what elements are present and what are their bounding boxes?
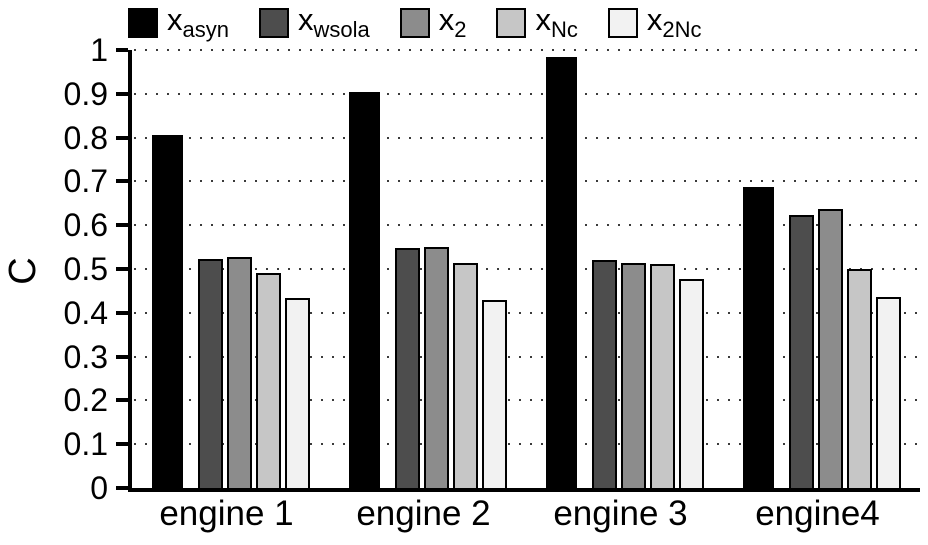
gridline xyxy=(134,49,918,51)
bar-x_Nc xyxy=(649,264,675,488)
y-tick-mark xyxy=(116,354,128,359)
bar-x_2 xyxy=(226,256,252,488)
bar-group-engine-3 xyxy=(526,50,723,488)
gridline xyxy=(134,180,918,183)
bar-group-engine4 xyxy=(723,50,920,488)
legend-swatch-x_2Nc xyxy=(607,8,638,38)
legend-item-x_2: x2 xyxy=(399,2,467,43)
bar-x_wsola xyxy=(591,260,617,488)
bar-x_2 xyxy=(817,208,843,488)
y-tick-mark xyxy=(116,486,128,490)
y-tick-mark xyxy=(116,179,128,184)
y-tick-mark xyxy=(116,398,128,403)
y-tick-label: 0.9 xyxy=(63,75,108,112)
y-tick-label: 0.2 xyxy=(63,382,108,419)
gridline xyxy=(134,399,918,402)
legend-item-x_2Nc: x2Nc xyxy=(607,2,702,43)
bar-x_wsola xyxy=(788,214,814,488)
y-tick-label: 0.8 xyxy=(63,119,108,156)
y-tick-mark xyxy=(116,223,128,228)
bar-x_wsola xyxy=(197,258,223,488)
y-tick-label: 0 xyxy=(90,470,108,506)
bar-x_asyn xyxy=(742,187,774,488)
bar-x_2Nc xyxy=(678,278,704,488)
legend-swatch-x_2 xyxy=(399,8,430,38)
x-tick-label: engine 3 xyxy=(553,494,688,533)
bar-x_asyn xyxy=(545,56,577,488)
y-tick-mark xyxy=(116,91,128,96)
y-tick-label: 0.6 xyxy=(63,207,108,244)
legend-label-x_wsola: xwsola xyxy=(297,2,370,43)
legend-swatch-x_asyn xyxy=(128,8,158,38)
y-tick-label: 0.7 xyxy=(63,163,108,200)
chart-legend: xasyn xwsola x2 xNc x2Nc xyxy=(128,2,702,44)
bar-group-engine-1 xyxy=(132,50,329,488)
gridline xyxy=(134,311,918,314)
y-tick-label: 0.5 xyxy=(63,251,108,287)
legend-label-x_Nc: xNc xyxy=(535,2,578,43)
gridline xyxy=(134,268,918,270)
bar-x_asyn xyxy=(151,135,183,488)
legend-label-x_asyn: xasyn xyxy=(167,2,229,43)
gridline xyxy=(134,92,918,95)
bar-x_2Nc xyxy=(481,299,507,488)
y-tick-label: 0.4 xyxy=(63,294,108,331)
x-tick-label: engine 2 xyxy=(356,494,491,533)
x-tick-label: engine4 xyxy=(755,494,880,533)
legend-swatch-x_wsola xyxy=(258,8,289,38)
bar-x_2 xyxy=(620,262,646,488)
y-tick-label: 0.3 xyxy=(63,338,108,375)
legend-label-x_2Nc: x2Nc xyxy=(646,2,702,43)
bar-x_2 xyxy=(423,246,449,488)
legend-item-x_Nc: xNc xyxy=(496,2,578,43)
bar-group-engine-2 xyxy=(329,50,526,488)
legend-item-x_wsola: xwsola xyxy=(258,2,370,43)
legend-item-x_asyn: xasyn xyxy=(128,4,229,41)
plot-area xyxy=(116,48,920,492)
y-tick-mark xyxy=(116,48,128,52)
y-tick-label: 1 xyxy=(90,32,108,68)
gridline xyxy=(134,355,918,358)
bar-x_wsola xyxy=(394,247,420,488)
bar-x_Nc xyxy=(452,262,478,488)
x-tick-label: engine 1 xyxy=(159,494,294,533)
gridline xyxy=(134,224,918,227)
y-tick-label: 0.1 xyxy=(63,426,108,463)
legend-swatch-x_Nc xyxy=(496,8,527,38)
bar-x_2Nc xyxy=(284,297,310,488)
gridline xyxy=(134,136,918,139)
bar-x_Nc xyxy=(255,272,281,488)
y-tick-mark xyxy=(116,267,128,271)
legend-label-x_2: x2 xyxy=(438,2,467,43)
bar-x_asyn xyxy=(348,91,380,488)
bar-x_Nc xyxy=(846,269,872,488)
y-axis-tick-labels: 0 0.1 0.2 0.3 0.4 0.5 0.6 0.7 0.8 0.9 1 xyxy=(0,34,118,504)
y-tick-mark xyxy=(116,135,128,140)
y-tick-mark xyxy=(116,310,128,315)
y-tick-mark xyxy=(116,442,128,447)
x-axis-tick-labels: engine 1 engine 2 engine 3 engine4 xyxy=(128,494,916,534)
bar-x_2Nc xyxy=(875,297,901,488)
gridline xyxy=(134,443,918,446)
